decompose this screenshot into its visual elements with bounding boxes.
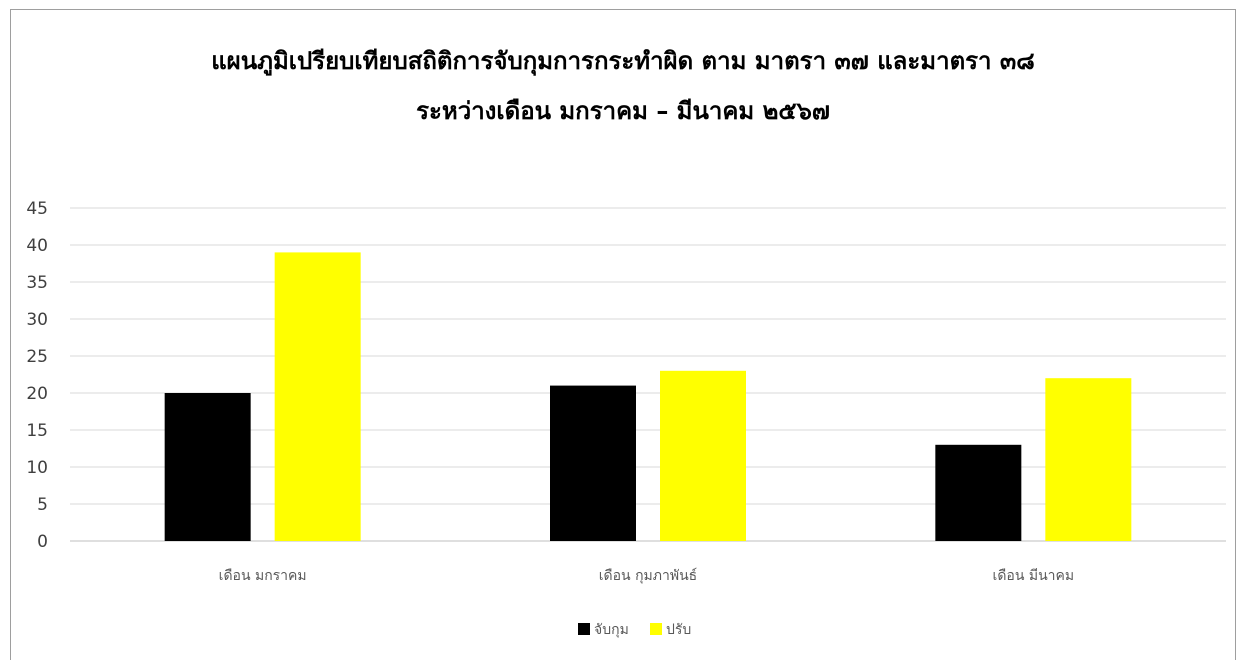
y-tick-label: 5 [37,495,48,515]
legend: จับกุม ปรับ [578,622,691,638]
y-tick-label: 20 [26,384,48,404]
legend-label: ปรับ [666,622,691,638]
x-tick-label: เดือน มกราคม [219,568,307,584]
y-tick-label: 30 [26,310,48,330]
bar-fine [1045,378,1132,541]
y-tick-label: 25 [26,347,48,367]
bar-fine [274,252,361,541]
legend-swatch [650,623,662,635]
bar-fine [660,370,746,541]
legend-swatch [578,623,590,635]
y-tick-label: 35 [26,273,48,293]
y-axis-tick-labels: 0 5 10 15 20 25 30 35 40 45 [26,199,48,552]
x-axis-category-labels: เดือน มกราคม เดือน กุมภาพันธ์ เดือน มีนาคม [219,567,1074,584]
legend-label: จับกุม [594,622,629,638]
y-tick-label: 15 [26,421,48,441]
bar-arrest [550,385,636,541]
bar-arrest [935,444,1022,541]
y-tick-label: 10 [26,458,48,478]
bar-arrest [164,393,251,541]
chart-title-line-1: แผนภูมิเปรียบเทียบสถิติการจับกุมการกระทำ… [211,47,1035,75]
chart-title: แผนภูมิเปรียบเทียบสถิติการจับกุมการกระทำ… [0,36,1246,136]
x-tick-label: เดือน กุมภาพันธ์ [599,567,697,584]
bars [164,252,1132,541]
gridlines [70,207,1226,542]
y-tick-label: 40 [26,236,48,256]
x-tick-label: เดือน มีนาคม [993,568,1075,584]
y-tick-label: 0 [37,532,48,552]
y-tick-label: 45 [26,199,48,219]
chart-title-line-2: ระหว่างเดือน มกราคม – มีนาคม ๒๕๖๗ [416,97,830,125]
chart-frame [10,9,1236,660]
